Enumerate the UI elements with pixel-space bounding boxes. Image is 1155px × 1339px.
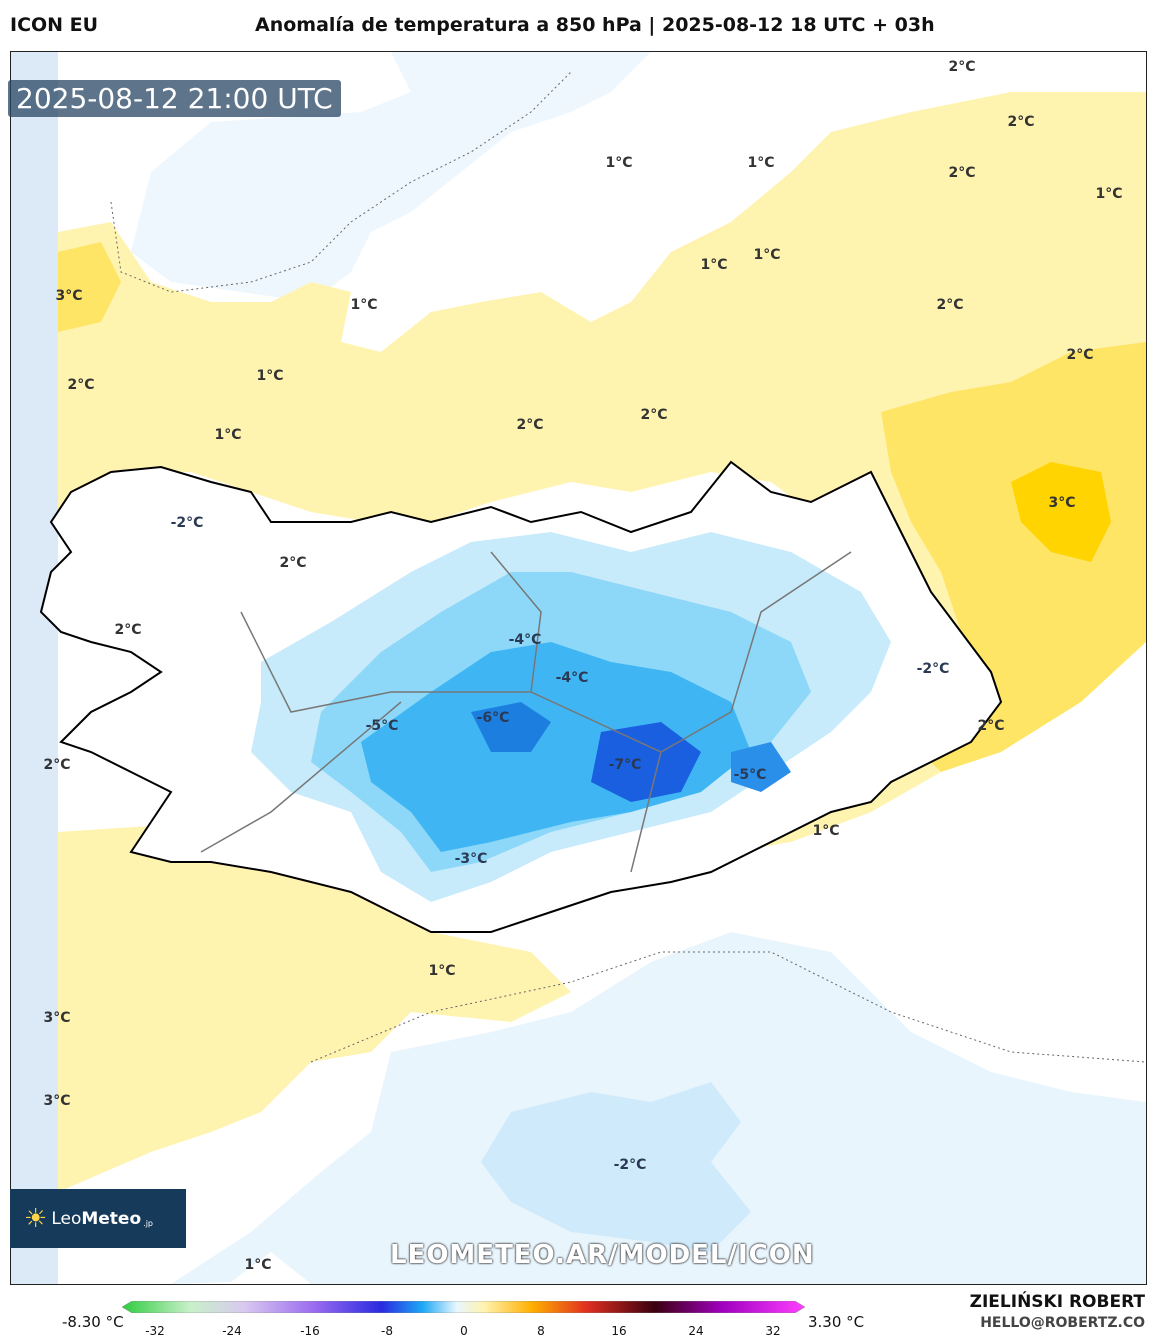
hot-spot-east [1011,462,1111,562]
model-name: ICON EU [10,14,99,36]
cool-region-north [58,52,651,302]
temp-label: -6°C [476,710,510,726]
warm-region-north [58,92,1146,852]
temp-label: 2°C [516,417,544,433]
temp-label: 2°C [977,718,1005,734]
leometeo-logo[interactable]: ☀ LeoMeteo .jp [10,1189,186,1248]
warm-region-east [881,342,1146,772]
temp-label: -5°C [365,718,399,734]
legend-min-label: -8.30 °C [62,1313,124,1331]
temp-label: 2°C [279,555,307,571]
valid-time-badge: 2025-08-12 21:00 UTC [8,80,341,117]
temp-label: 2°C [114,622,142,638]
temp-label: 3°C [43,1093,71,1109]
temp-label: -4°C [508,632,542,648]
left-edge-strip [11,52,58,1284]
temp-label: 1°C [812,823,840,839]
legend-tick: 32 [765,1324,781,1338]
temp-label: 2°C [1007,114,1035,130]
temp-label: 1°C [350,297,378,313]
legend-tick: 16 [611,1324,627,1338]
temp-label: 2°C [1066,347,1094,363]
temp-label: 2°C [948,165,976,181]
cold-spot-central-west [471,702,551,752]
contour-north [110,71,572,293]
temp-label: 3°C [43,1010,71,1026]
author-email[interactable]: HELLO@ROBERTZ.CO [980,1315,1145,1331]
sun-icon: ☀ [24,1203,48,1234]
temp-label: -4°C [555,670,589,686]
road-lines-west [200,701,402,853]
cold-spot-central [591,722,701,802]
anomaly-map-svg [11,52,1146,1284]
temp-label: -2°C [170,515,204,531]
cold-spot-east [731,742,791,792]
temp-label: 2°C [67,377,95,393]
temp-label: 2°C [948,59,976,75]
temp-label: 1°C [1095,186,1123,202]
map-title: Anomalía de temperatura a 850 hPa | 2025… [255,14,935,36]
temp-label: 3°C [1048,495,1076,511]
warm-spot-west-north [58,242,121,332]
legend-tick: -8 [381,1324,393,1338]
temp-label: -3°C [454,851,488,867]
road-lines [240,551,852,753]
legend-tick: 24 [688,1324,704,1338]
legend-tick: -16 [300,1324,320,1338]
temp-label: 2°C [43,757,71,773]
legend-tick: 8 [537,1324,545,1338]
temp-label: 1°C [700,257,728,273]
temp-label: -5°C [733,767,767,783]
temp-label: 1°C [605,155,633,171]
temp-label: 1°C [753,247,781,263]
cool-spot-south [481,1082,751,1252]
temp-label: 2°C [640,407,668,423]
temp-label: -7°C [608,757,642,773]
road-lines-south [630,751,662,873]
temp-label: 1°C [747,155,775,171]
map-area[interactable] [10,51,1147,1285]
author-name: ZIELIŃSKI ROBERT [969,1292,1145,1312]
temp-label: 1°C [256,368,284,384]
legend-tick: 0 [460,1324,468,1338]
temp-label: 1°C [214,427,242,443]
road-lines-north [490,551,542,693]
temp-label: -2°C [613,1157,647,1173]
legend-tick: -24 [222,1324,242,1338]
temp-label: 1°C [428,963,456,979]
cold-layer-3 [361,642,751,852]
temp-label: 1°C [244,1257,272,1273]
legend-colorbar [122,1301,805,1313]
temp-label: 2°C [936,297,964,313]
legend-max-label: 3.30 °C [808,1313,865,1331]
watermark-url: LEOMETEO.AR/MODEL/ICON [390,1240,815,1270]
warm-region-south [58,822,571,1192]
temp-label: 3°C [55,288,83,304]
temp-label: -2°C [916,661,950,677]
legend-tick: -32 [145,1324,165,1338]
